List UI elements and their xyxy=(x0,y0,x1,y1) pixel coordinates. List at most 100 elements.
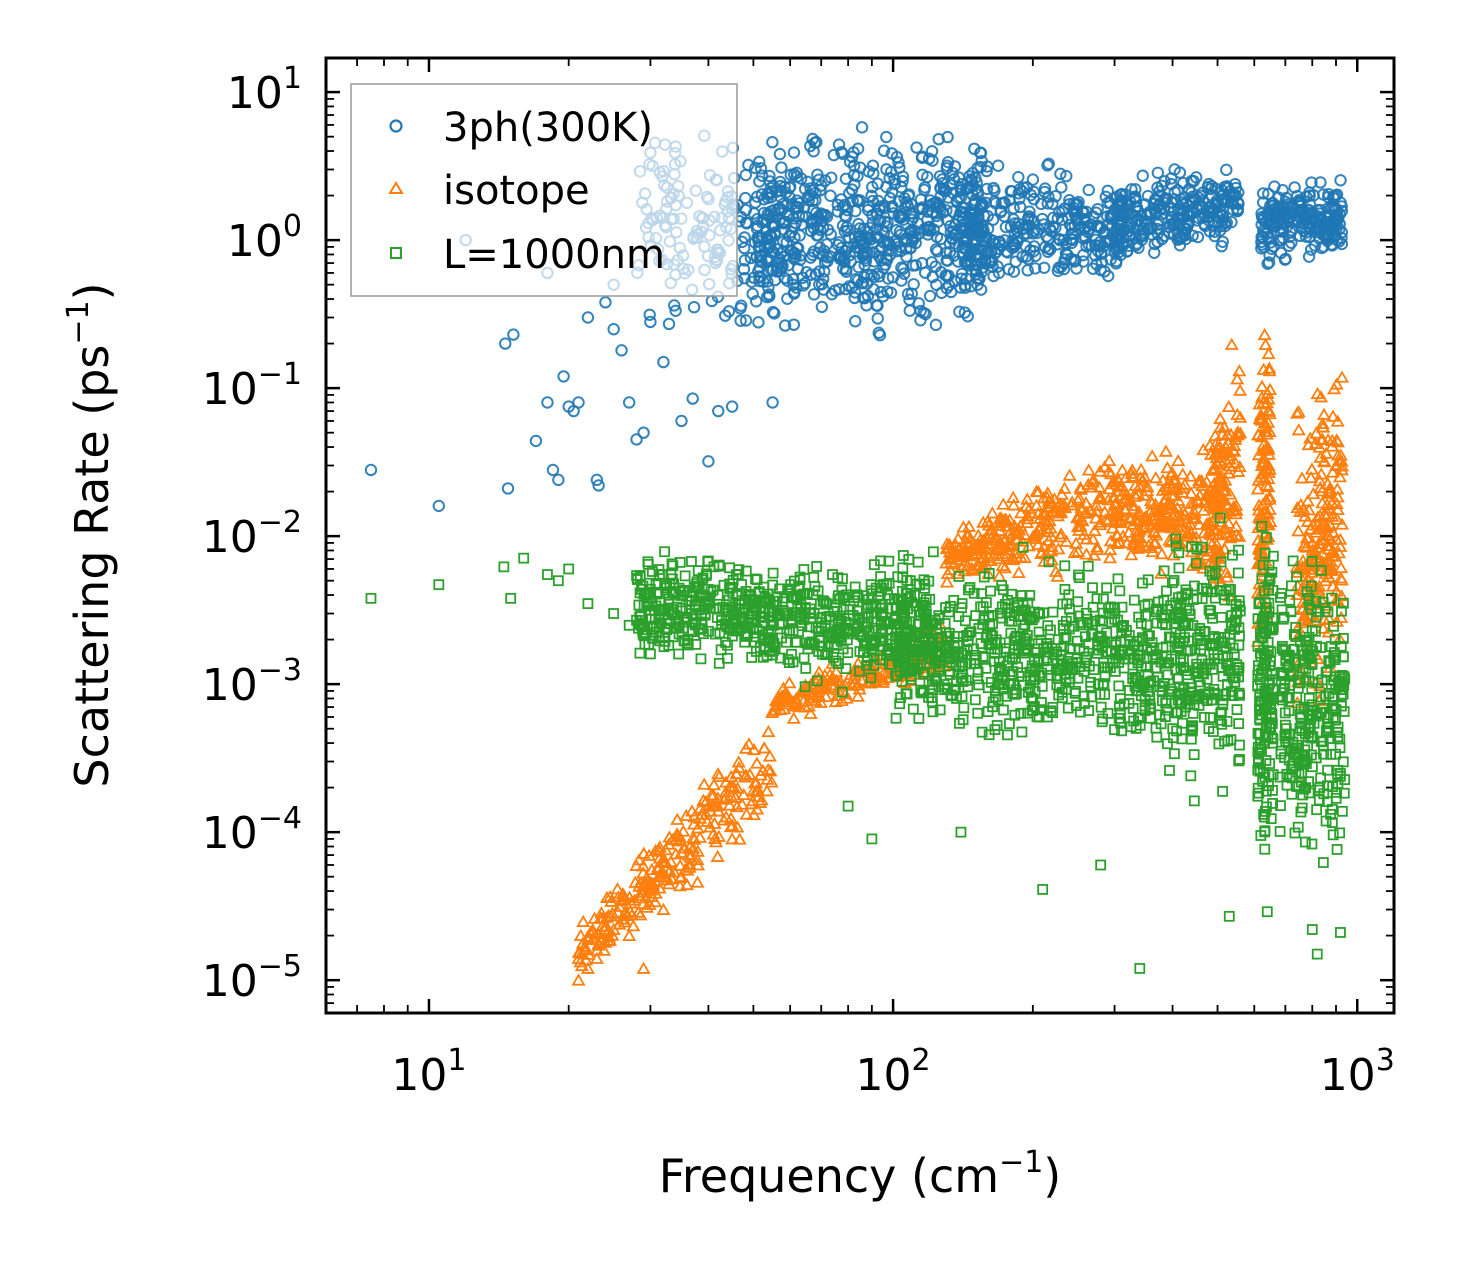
data-point xyxy=(887,207,900,220)
data-point xyxy=(866,159,880,172)
data-point xyxy=(1045,224,1058,238)
data-point xyxy=(844,255,857,268)
data-point xyxy=(1038,261,1051,274)
data-point xyxy=(722,305,736,318)
data-point xyxy=(1077,255,1090,268)
data-point xyxy=(1077,248,1090,262)
data-point xyxy=(737,263,751,276)
data-point xyxy=(929,260,942,273)
data-point xyxy=(839,211,853,224)
data-point xyxy=(915,151,929,164)
data-point xyxy=(900,235,913,248)
data-point xyxy=(1023,205,1036,218)
data-point xyxy=(886,271,900,284)
data-point xyxy=(929,318,943,332)
data-point xyxy=(748,236,762,249)
data-point xyxy=(1016,250,1029,263)
data-point xyxy=(499,337,512,350)
data-point xyxy=(1070,262,1083,275)
data-point xyxy=(1020,250,1033,263)
data-point xyxy=(856,291,870,305)
data-point xyxy=(1091,202,1104,216)
data-point xyxy=(1012,170,1025,184)
data-point xyxy=(1101,269,1115,283)
data-point xyxy=(755,255,768,268)
data-point xyxy=(912,297,925,310)
data-point xyxy=(953,305,966,318)
data-point xyxy=(895,261,908,274)
data-point xyxy=(812,173,826,186)
data-point xyxy=(749,161,762,175)
data-point xyxy=(885,186,899,199)
data-point xyxy=(432,499,446,513)
data-point xyxy=(893,161,906,174)
data-point xyxy=(955,267,969,281)
data-point xyxy=(1089,249,1102,262)
data-point xyxy=(801,175,814,189)
data-point xyxy=(794,249,807,262)
data-point xyxy=(1026,173,1040,186)
data-point xyxy=(1024,188,1038,202)
data-point xyxy=(1191,230,1205,244)
data-point xyxy=(784,180,797,193)
data-point xyxy=(923,194,937,207)
data-point xyxy=(817,244,831,258)
data-point xyxy=(507,328,520,341)
data-point xyxy=(960,257,973,270)
data-point xyxy=(1136,169,1149,182)
data-point xyxy=(793,229,806,242)
data-point xyxy=(552,473,565,487)
data-point xyxy=(981,160,994,173)
data-point xyxy=(1216,213,1229,227)
data-point xyxy=(922,152,936,165)
data-point xyxy=(958,306,972,319)
data-point xyxy=(797,279,810,292)
data-point xyxy=(762,281,775,294)
data-point xyxy=(1052,261,1065,274)
data-point xyxy=(762,288,776,301)
data-point xyxy=(838,198,852,212)
data-point xyxy=(897,213,910,226)
data-point xyxy=(777,215,791,228)
data-point xyxy=(873,328,887,342)
data-point xyxy=(738,241,751,255)
data-point xyxy=(1022,212,1035,225)
data-point xyxy=(932,201,946,215)
data-point xyxy=(949,218,962,231)
data-point xyxy=(1203,225,1217,238)
data-point xyxy=(1013,200,1027,214)
data-point xyxy=(883,192,897,205)
data-point xyxy=(657,355,670,369)
data-point xyxy=(1168,163,1181,176)
data-point xyxy=(1041,159,1054,172)
data-point xyxy=(907,278,920,291)
data-point xyxy=(1151,227,1164,240)
data-point xyxy=(784,244,798,257)
data-point xyxy=(787,146,801,159)
data-point xyxy=(815,300,829,314)
data-point xyxy=(987,269,1000,283)
data-point xyxy=(1090,258,1103,271)
data-point xyxy=(1148,246,1161,259)
data-point xyxy=(877,144,891,157)
data-point xyxy=(902,188,916,201)
data-point xyxy=(1027,240,1041,253)
data-point xyxy=(1049,189,1062,203)
data-point xyxy=(888,235,901,248)
data-point xyxy=(789,200,802,214)
data-point xyxy=(778,271,791,285)
data-point xyxy=(804,224,818,238)
data-point xyxy=(821,223,835,236)
data-point xyxy=(849,204,862,218)
data-point xyxy=(761,275,774,288)
data-point xyxy=(807,288,821,301)
data-point xyxy=(1101,184,1114,198)
data-point xyxy=(750,190,764,203)
data-point xyxy=(870,299,883,312)
data-point xyxy=(866,180,879,194)
data-point xyxy=(734,302,747,315)
data-point xyxy=(841,224,854,237)
data-point xyxy=(979,230,992,243)
data-point xyxy=(872,194,885,208)
data-point xyxy=(1067,197,1080,210)
